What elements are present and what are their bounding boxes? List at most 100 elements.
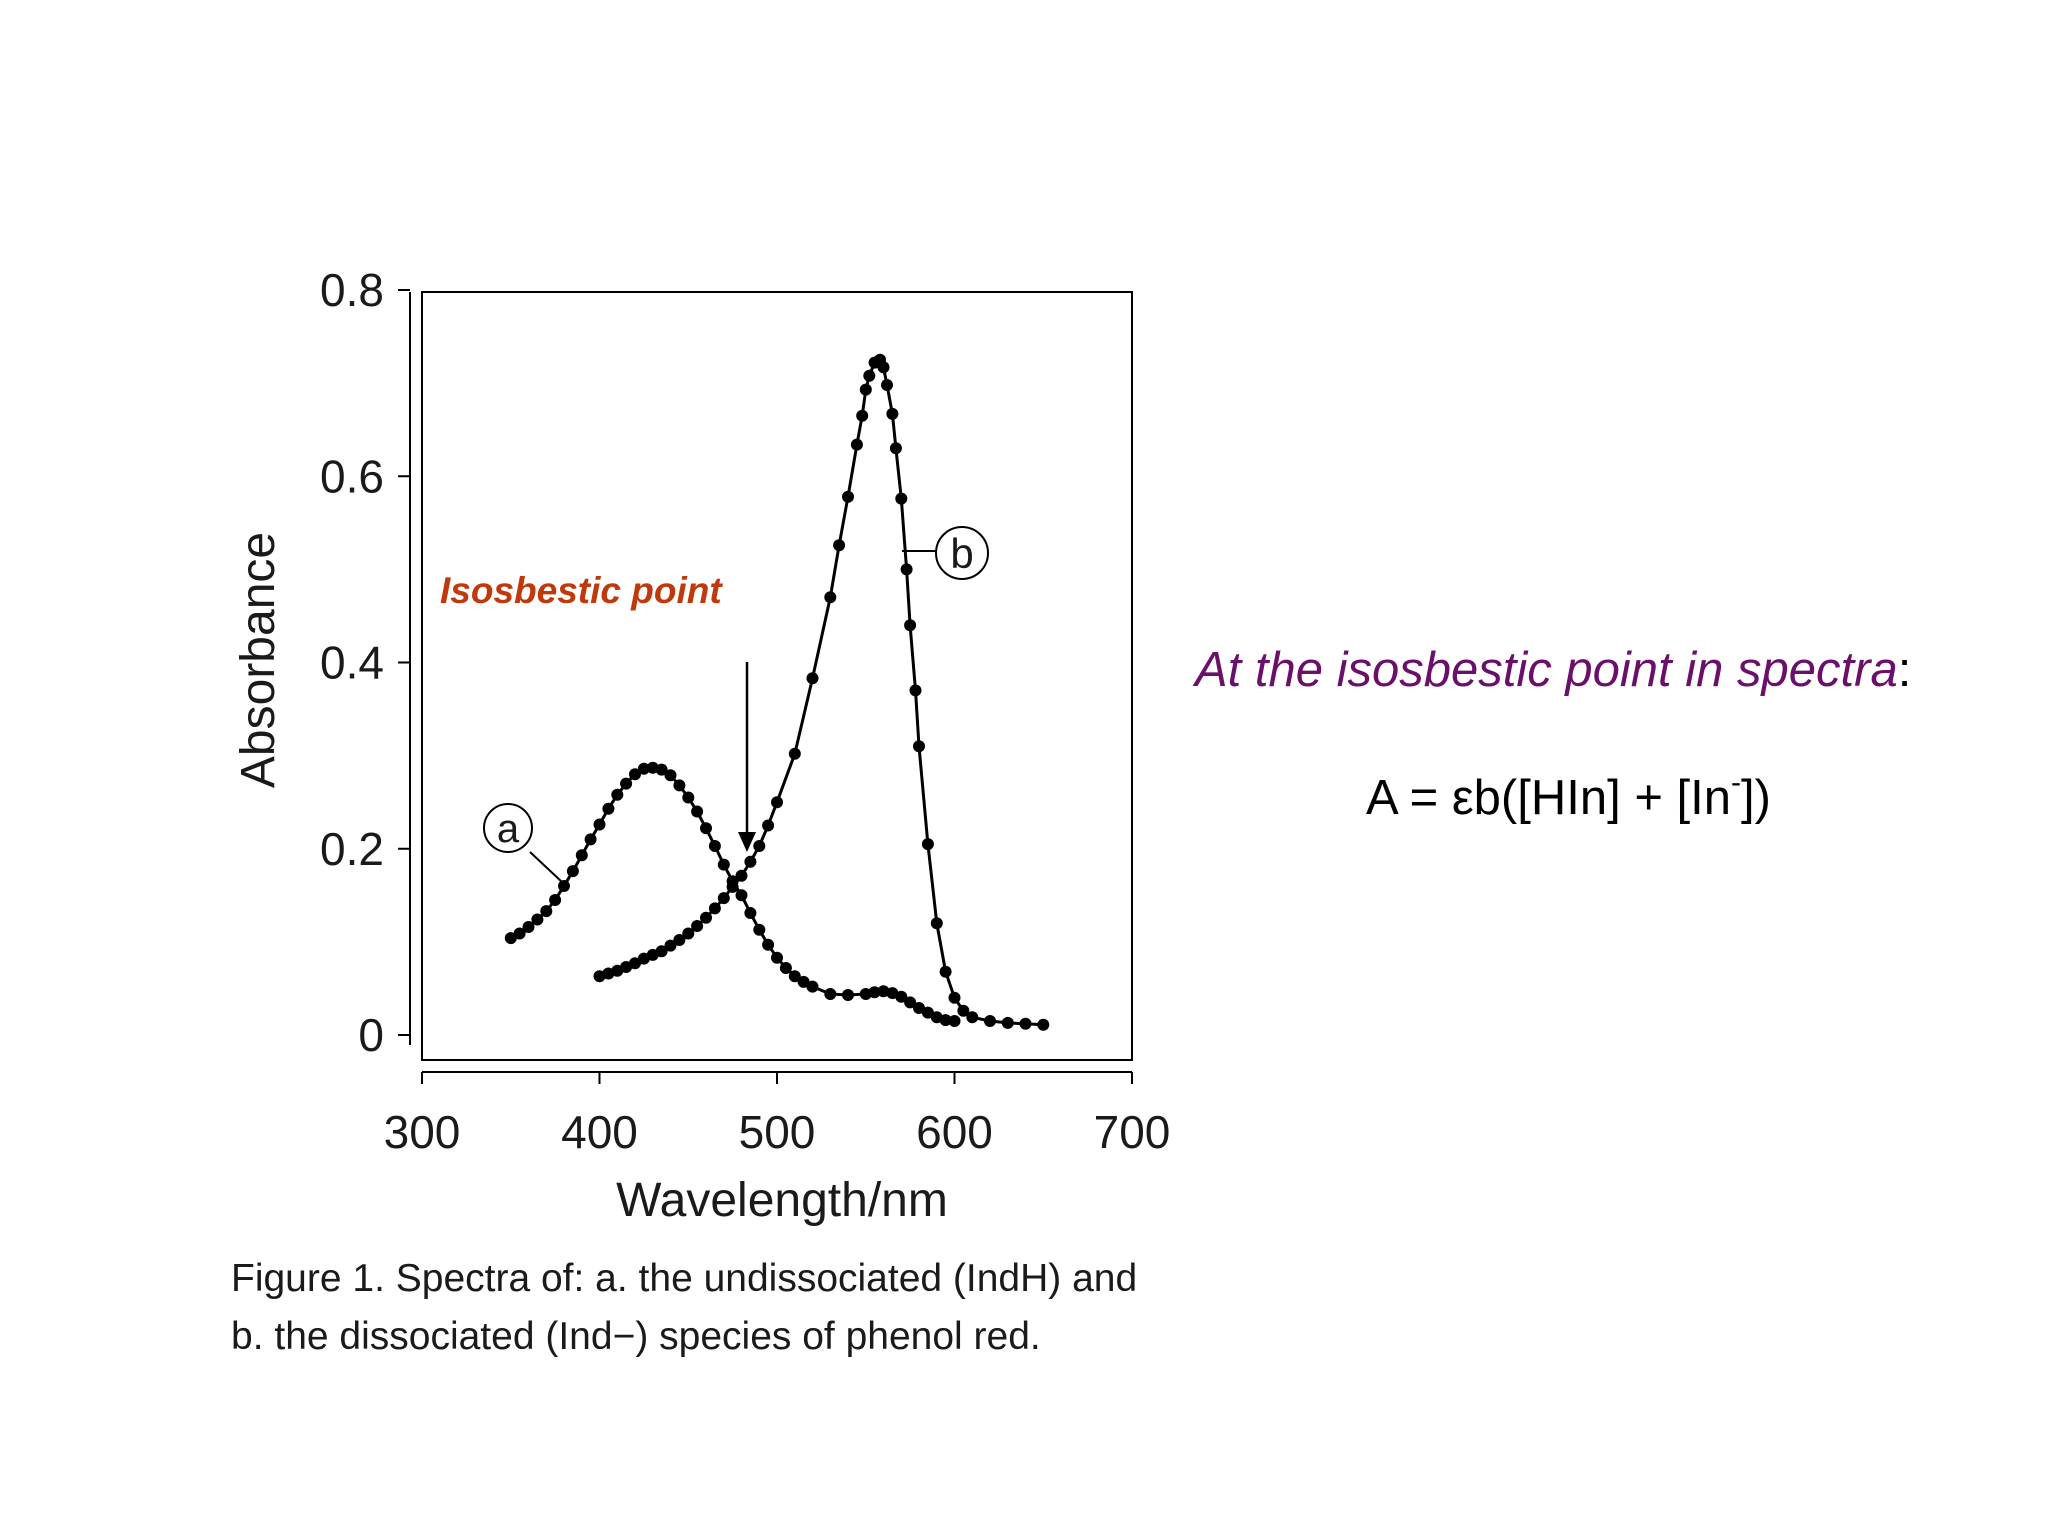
equation-main: A = εb([HIn] + [In (1366, 771, 1732, 825)
series-b-point (771, 796, 783, 809)
series-b-point (895, 492, 908, 505)
series-b-point (856, 409, 869, 422)
series-a-point (629, 768, 641, 781)
series-b-point (1001, 1016, 1014, 1029)
series-a-point (913, 1002, 925, 1014)
y-tick-label: 0.4 (320, 637, 384, 689)
series-a-point (620, 777, 633, 790)
series-a-point (948, 1015, 961, 1027)
isosbestic-arrow-head (738, 832, 756, 852)
series-a-label-circle (483, 803, 533, 853)
series-b-point (700, 911, 712, 924)
series-a-point (673, 779, 686, 792)
series-b-point (921, 838, 934, 851)
series-b-point (788, 747, 801, 760)
series-b-point (726, 880, 739, 893)
series-a-point (540, 905, 553, 918)
series-a-point (637, 762, 650, 775)
series-b-point (735, 869, 748, 882)
series-b-point (1037, 1018, 1050, 1031)
series-b-point (889, 442, 902, 455)
series-a-point (558, 880, 570, 892)
series-b-point (957, 1004, 970, 1017)
isosbestic-heading: At the isosbestic point in spectra: (1195, 642, 1911, 698)
isosbestic-point-annotation: Isosbestic point (440, 570, 722, 611)
series-a-point (584, 833, 597, 846)
series-b-point (904, 619, 917, 632)
series-a-point (771, 951, 783, 964)
series-b-label-circle (935, 526, 989, 580)
x-tick-label: 700 (1094, 1106, 1171, 1158)
series-a-point (824, 988, 837, 1000)
series-b-point (909, 684, 922, 697)
series-a-point (611, 788, 624, 801)
series-b-point (850, 438, 863, 451)
series-b-point (881, 379, 893, 391)
absorbance-equation: A = εb([HIn] + [In-]) (1366, 766, 1771, 826)
caption-line-1: Figure 1. Spectra of: a. the undissociat… (231, 1257, 1138, 1300)
series-a-line (510, 766, 955, 1023)
series-b-point (1019, 1017, 1032, 1030)
y-tick-label: 0 (358, 1009, 384, 1061)
equation-end: ]) (1741, 771, 1771, 825)
series-a-point (708, 840, 721, 852)
series-b-point (948, 991, 961, 1004)
x-tick-label: 500 (739, 1106, 816, 1158)
series-a-point (682, 791, 695, 804)
series-b-point (691, 920, 704, 932)
series-a-point (504, 932, 517, 945)
series-b-point (824, 591, 837, 604)
series-a-point (655, 763, 668, 776)
figure-caption: Figure 1. Spectra of: a. the undissociat… (231, 1250, 1211, 1366)
series-b-point (629, 957, 641, 970)
series-a-point (868, 986, 881, 999)
series-a-point (513, 927, 526, 940)
series-b-label: b (950, 530, 973, 577)
series-a-point (877, 985, 890, 998)
series-b-point (859, 383, 872, 396)
x-tick-label: 400 (561, 1106, 638, 1158)
series-a-point (717, 858, 730, 871)
series-b-point (930, 917, 943, 930)
series-a-point (602, 802, 615, 815)
heading-text: At the isosbestic point in spectra (1195, 643, 1898, 697)
series-b-point (886, 407, 899, 420)
series-a-point (531, 913, 544, 926)
series-a-leader (529, 851, 563, 883)
series-b-point (744, 855, 757, 868)
series-a-point (549, 894, 562, 906)
caption-line-2: b. the dissociated (Ind−) species of phe… (231, 1315, 1041, 1358)
series-b-point (762, 819, 775, 832)
series-b-point (673, 934, 686, 946)
y-ticks: 0 0.2 0.4 0.6 0.8 (320, 264, 410, 1061)
series-a-point (700, 822, 712, 835)
series-a-point (753, 923, 766, 936)
series-a-point (522, 921, 535, 933)
series-a-point (797, 975, 810, 988)
series-a-point (664, 769, 677, 782)
series-b-point (717, 892, 730, 905)
series-b-point (966, 1011, 979, 1024)
series-a-point (691, 805, 704, 818)
series-b-point (877, 361, 890, 374)
series-b-line (599, 358, 1044, 1027)
series-a-point (593, 818, 606, 831)
series-a-label: a (497, 807, 520, 851)
series-b-point (863, 369, 876, 382)
series-b-point (842, 490, 854, 503)
x-tick-label: 300 (384, 1106, 461, 1158)
equation-superscript: - (1731, 766, 1742, 799)
series-a-point (904, 996, 917, 1009)
series-a-point (762, 938, 775, 951)
series-b-point (900, 563, 913, 576)
series-b-point (753, 840, 766, 852)
y-tick-label: 0.2 (320, 823, 384, 875)
series-a-point (566, 865, 579, 878)
x-axis-label: Wavelength/nm (616, 1174, 948, 1227)
series-a-point (779, 962, 792, 974)
series-a-point (575, 849, 588, 862)
series-a-point (939, 1014, 952, 1027)
series-b-point (984, 1015, 996, 1027)
series-a-point (806, 980, 819, 993)
